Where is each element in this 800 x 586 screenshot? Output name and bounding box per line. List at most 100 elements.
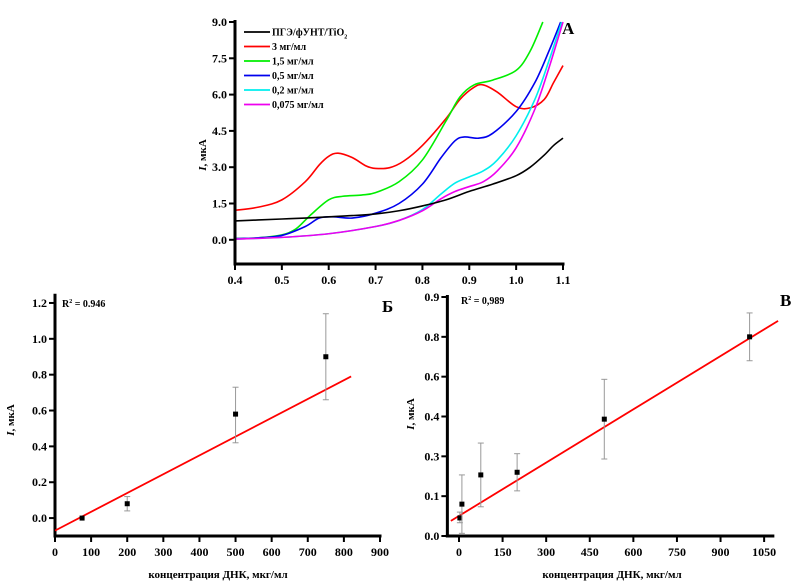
panel-b-axes: 0 100 200 300 400 500 600 700 800 900 0.0 0.2 0.4 0.6…	[32, 293, 389, 559]
panel-b-x-tick-label: 100	[82, 545, 100, 559]
panel-b-data-point-0	[79, 515, 85, 521]
panel-v-data-point-0	[457, 515, 463, 521]
panel-b-x-tick-label: 500	[227, 545, 245, 559]
panel-v-x-tick-label: 300	[537, 545, 555, 559]
panel-a-series-line-4	[234, 21, 563, 240]
panel-a-series-group	[234, 21, 564, 240]
panel-v-y-tick-label: 0.3	[424, 449, 439, 463]
panel-b-r2-prefix: R	[62, 299, 70, 310]
panel-b-y-tick-label: 1.0	[32, 332, 47, 346]
panel-b-fit-line	[54, 375, 352, 532]
panel-b-data-point-3	[323, 354, 329, 360]
panel-a-y-axis-italic: I	[197, 166, 209, 172]
panel-b-y-tick-label: 0.6	[32, 404, 47, 418]
panel-a-series-line-0	[234, 137, 564, 222]
panel-v-y-tick-label: 0.6	[424, 370, 439, 384]
panel-b-x-tick-label: 600	[263, 545, 281, 559]
legend-label-sub-0: 2	[344, 35, 347, 41]
panel-v-y-tick-label: 0.9	[424, 290, 439, 304]
panel-a-series-line-5	[234, 21, 564, 240]
panel-v-x-tick-label: 900	[712, 545, 730, 559]
panel-a-x-tick-label: 1.1	[556, 273, 571, 287]
panel-b-y-tick-label: 1.2	[32, 296, 47, 310]
legend-label-main-4: 0,2 мг/мл	[272, 86, 314, 97]
panel-a-y-tick-label: 7.5	[212, 51, 227, 65]
legend-label-0: ПГЭ/фУНТ/TiO2	[272, 28, 347, 41]
panel-b-y-tick-label: 0.2	[32, 475, 47, 489]
panel-a-y-tick-label: 3.0	[212, 160, 227, 174]
panel-b-x-tick-label: 0	[52, 545, 58, 559]
panel-v-x-tick-label: 0	[456, 545, 462, 559]
panel-a-x-tick-label: 0.6	[321, 273, 336, 287]
legend-label-4: 0,2 мг/мл	[272, 86, 314, 97]
panel-a-y-tick-label: 1.5	[212, 197, 227, 211]
legend-label-main-2: 1,5 мг/мл	[272, 57, 314, 68]
legend-label-main-3: 0,5 мг/мл	[272, 71, 314, 82]
panel-v-x-tick-label: 600	[624, 545, 642, 559]
panel-b-r2-sup: 2	[69, 299, 72, 305]
panel-b-x-tick-label: 900	[371, 545, 389, 559]
panel-a-x-tick-label: 0.9	[462, 273, 477, 287]
panel-v-r2-prefix: R	[461, 296, 469, 307]
panel-v-axes: 0 150 300 450 600 750 900 1050 0.0 0.1 0.3 0.4 0.6 0.…	[424, 290, 776, 559]
panel-v-y-tick-label: 0.8	[424, 330, 439, 344]
panel-b-letter: Б	[382, 297, 393, 316]
panel-v-data-point-2	[478, 472, 484, 478]
panel-a-axes: 0.4 0.5 0.6 0.7 0.8 0.9 1.0 1.1 0.0 1.5 3.0 4.5 6.0 7…	[212, 15, 571, 287]
panel-a-y-tick-label: 9.0	[212, 15, 227, 29]
panel-a-series-line-2	[234, 21, 544, 240]
panel-a-x-tick-label: 0.8	[415, 273, 430, 287]
panel-v-y-axis-rest: , мкА	[405, 398, 417, 425]
panel-a-series-line-3	[234, 21, 562, 240]
panel-v-x-tick-label: 750	[668, 545, 686, 559]
panel-b-r2-annotation: R2 = 0.946	[62, 299, 105, 310]
panel-b-x-tick-label: 800	[335, 545, 353, 559]
panel-b-y-tick-label: 0.4	[32, 439, 47, 453]
panel-b-y-axis-title: I, мкА	[5, 404, 17, 437]
panel-b-y-tick-label: 0.8	[32, 368, 47, 382]
panel-a-letter: A	[562, 19, 575, 38]
panel-a-cv-chart: 0.4 0.5 0.6 0.7 0.8 0.9 1.0 1.1 0.0 1.5 3.0 4.5 6.0 7…	[197, 15, 575, 287]
panel-v-letter: В	[780, 291, 791, 310]
panel-v-y-axis-title: I, мкА	[405, 398, 417, 431]
panel-v-r2-sup: 2	[468, 296, 471, 302]
panel-v-data-point-1	[459, 501, 465, 507]
legend-label-1: 3 мг/мл	[272, 42, 306, 53]
legend-label-3: 0,5 мг/мл	[272, 71, 314, 82]
panel-a-x-tick-label: 0.5	[274, 273, 289, 287]
panel-v-x-tick-label: 150	[494, 545, 512, 559]
panel-a-y-axis-rest: , мкА	[197, 139, 209, 166]
panel-a-y-tick-label: 6.0	[212, 88, 227, 102]
legend-label-main-5: 0,075 мг/мл	[272, 100, 324, 111]
panel-b-calibration-chart: 0 100 200 300 400 500 600 700 800 900 0.0 0.2 0.4 0.6…	[5, 293, 393, 581]
panel-b-x-tick-label: 200	[118, 545, 136, 559]
panel-v-fit-line	[450, 320, 779, 522]
panel-v-y-tick-label: 0.4	[424, 410, 439, 424]
legend-label-main-0: ПГЭ/фУНТ/TiO	[272, 28, 344, 39]
panel-a-x-tick-label: 1.0	[509, 273, 524, 287]
panel-b-y-tick-label: 0.0	[32, 511, 47, 525]
panel-a-x-tick-label: 0.4	[228, 273, 243, 287]
panel-b-marks	[54, 313, 352, 532]
panel-b-x-tick-label: 300	[154, 545, 172, 559]
panel-a-y-tick-label: 0.0	[212, 233, 227, 247]
panel-v-y-tick-label: 0.0	[424, 529, 439, 543]
panel-b-y-axis-italic: I	[5, 431, 17, 437]
panel-a-y-axis-title: I, мкА	[197, 139, 209, 172]
panel-v-calibration-chart: 0 150 300 450 600 750 900 1050 0.0 0.1 0.3 0.4 0.6 0.…	[405, 290, 791, 581]
panel-v-data-point-3	[514, 469, 520, 475]
panel-b-data-point-1	[124, 501, 130, 507]
panel-b-y-axis-rest: , мкА	[5, 404, 17, 431]
panel-v-x-tick-label: 1050	[752, 545, 776, 559]
panel-v-y-axis-italic: I	[405, 425, 417, 431]
panel-b-data-point-2	[233, 411, 239, 417]
panel-v-y-tick-label: 0.1	[424, 489, 439, 503]
legend-label-2: 1,5 мг/мл	[272, 57, 314, 68]
panel-v-x-tick-label: 450	[581, 545, 599, 559]
legend-label-5: 0,075 мг/мл	[272, 100, 324, 111]
panel-a-x-tick-label: 0.7	[368, 273, 383, 287]
panel-v-x-axis-title: концентрация ДНК, мкг/мл	[542, 569, 681, 581]
panel-b-x-axis-title: концентрация ДНК, мкг/мл	[148, 569, 287, 581]
